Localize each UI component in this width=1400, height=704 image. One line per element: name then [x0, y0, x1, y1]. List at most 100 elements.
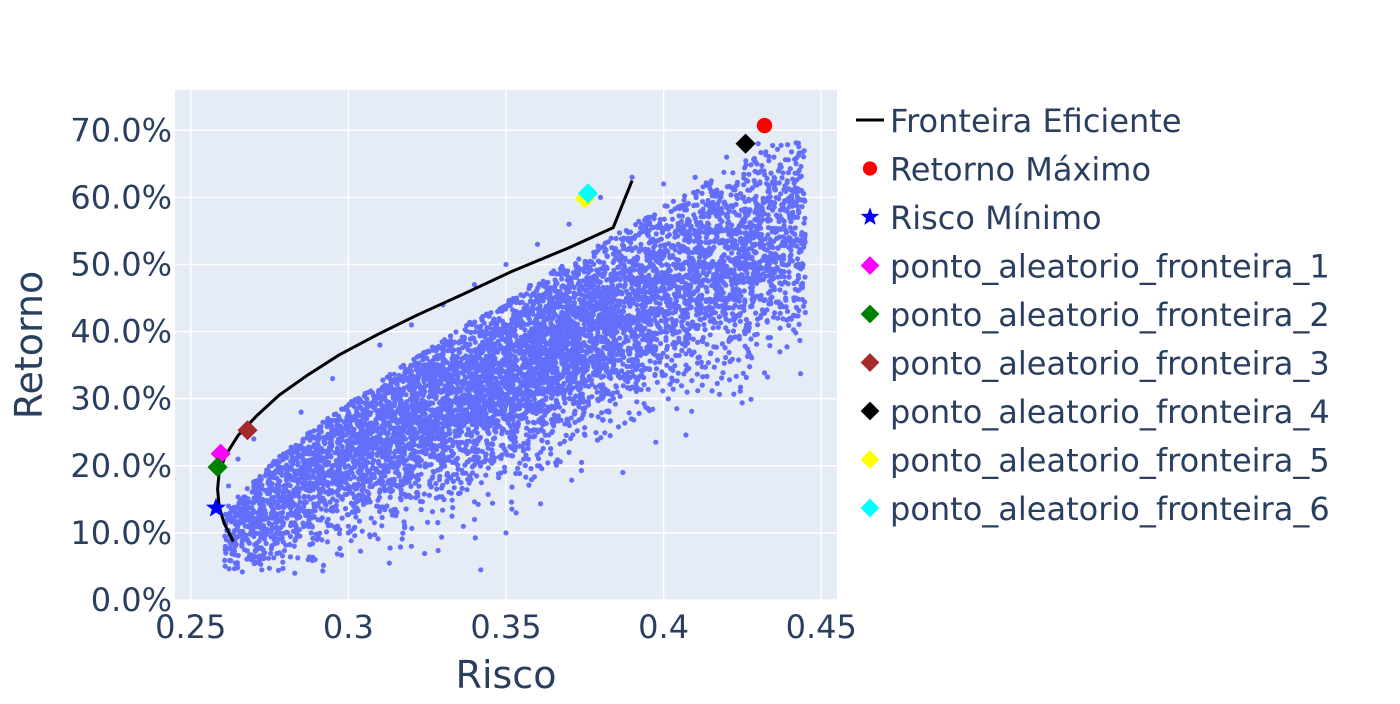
portfolio-point: [616, 374, 621, 379]
portfolio-point: [419, 367, 424, 372]
portfolio-point: [361, 484, 366, 489]
portfolio-point: [715, 381, 720, 386]
portfolio-point: [377, 495, 382, 500]
portfolio-point: [507, 444, 512, 449]
portfolio-point: [738, 319, 743, 324]
portfolio-point: [786, 323, 791, 328]
portfolio-point: [599, 410, 604, 415]
portfolio-point: [420, 499, 425, 504]
portfolio-point: [674, 406, 679, 411]
portfolio-point: [706, 214, 711, 219]
portfolio-point: [802, 275, 807, 280]
portfolio-point: [274, 531, 279, 536]
portfolio-point: [787, 275, 792, 280]
portfolio-point: [717, 392, 722, 397]
portfolio-point: [792, 243, 797, 248]
portfolio-point: [398, 495, 403, 500]
portfolio-point: [353, 514, 358, 519]
portfolio-point: [568, 396, 573, 401]
portfolio-point: [597, 358, 602, 363]
portfolio-point: [295, 555, 300, 560]
portfolio-point: [775, 245, 780, 250]
portfolio-point: [695, 360, 700, 365]
portfolio-point: [695, 372, 700, 377]
portfolio-point: [479, 480, 484, 485]
portfolio-point: [676, 336, 681, 341]
portfolio-point: [520, 300, 525, 305]
portfolio-point: [801, 154, 806, 159]
portfolio-point: [349, 538, 354, 543]
portfolio-point: [633, 380, 638, 385]
portfolio-point: [564, 433, 569, 438]
portfolio-point: [702, 327, 707, 332]
portfolio-point: [704, 374, 709, 379]
portfolio-point: [731, 392, 736, 397]
portfolio-point: [460, 486, 465, 491]
portfolio-point: [679, 383, 684, 388]
portfolio-point: [450, 505, 455, 510]
portfolio-point: [779, 175, 784, 180]
portfolio-point: [718, 320, 723, 325]
portfolio-point: [748, 225, 753, 230]
portfolio-point: [451, 479, 456, 484]
portfolio-point: [716, 325, 721, 330]
portfolio-point: [774, 212, 779, 217]
portfolio-point: [725, 238, 730, 243]
portfolio-point: [748, 336, 753, 341]
portfolio-point: [720, 228, 725, 233]
portfolio-point: [481, 417, 486, 422]
portfolio-point: [742, 165, 747, 170]
portfolio-point: [296, 460, 301, 465]
portfolio-point: [730, 170, 735, 175]
portfolio-point: [693, 230, 698, 235]
portfolio-point: [748, 162, 753, 167]
portfolio-point: [653, 360, 658, 365]
portfolio-point: [648, 344, 653, 349]
portfolio-point: [595, 330, 600, 335]
portfolio-point: [439, 535, 444, 540]
portfolio-point: [337, 546, 342, 551]
portfolio-point: [517, 461, 522, 466]
portfolio-point: [737, 288, 742, 293]
portfolio-point: [548, 451, 553, 456]
portfolio-point: [723, 345, 728, 350]
portfolio-point: [486, 465, 491, 470]
portfolio-point: [780, 217, 785, 222]
portfolio-point: [741, 371, 746, 376]
portfolio-point: [749, 303, 754, 308]
portfolio-point: [379, 523, 384, 528]
portfolio-point: [779, 143, 784, 148]
portfolio-point: [513, 354, 518, 359]
portfolio-point: [616, 424, 621, 429]
portfolio-point: [514, 510, 519, 515]
portfolio-point: [775, 147, 780, 152]
portfolio-point: [670, 217, 675, 222]
portfolio-point: [615, 390, 620, 395]
portfolio-point: [609, 236, 614, 241]
portfolio-point: [425, 520, 430, 525]
portfolio-point: [257, 474, 262, 479]
portfolio-point: [619, 236, 624, 241]
portfolio-point: [549, 430, 554, 435]
portfolio-point: [515, 466, 520, 471]
portfolio-point: [280, 566, 285, 571]
portfolio-point: [614, 236, 619, 241]
portfolio-point: [797, 322, 802, 327]
portfolio-point: [369, 516, 374, 521]
portfolio-point: [322, 440, 327, 445]
portfolio-point: [623, 278, 628, 283]
portfolio-point: [547, 406, 552, 411]
portfolio-point: [701, 184, 706, 189]
portfolio-point: [801, 304, 806, 309]
portfolio-point: [655, 380, 660, 385]
portfolio-point: [741, 172, 746, 177]
portfolio-point: [718, 194, 723, 199]
portfolio-point: [701, 322, 706, 327]
portfolio-point: [461, 524, 466, 529]
portfolio-point: [492, 455, 497, 460]
portfolio-point: [259, 567, 264, 572]
portfolio-point: [430, 509, 435, 514]
portfolio-point: [491, 317, 496, 322]
portfolio-point: [580, 342, 585, 347]
